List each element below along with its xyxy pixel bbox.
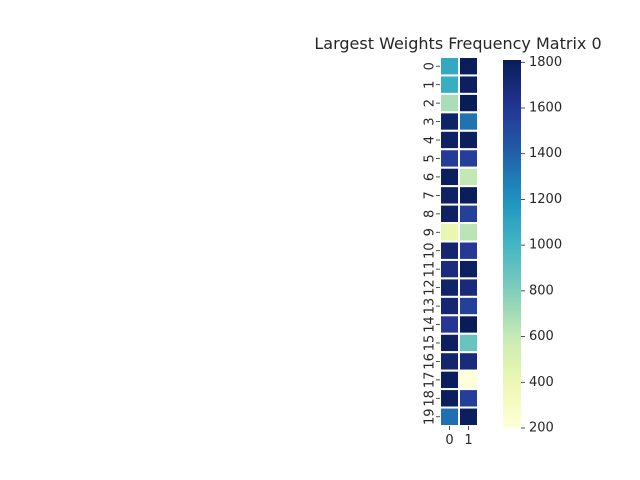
heatmap-cell — [439, 258, 460, 280]
heatmap-cell — [439, 388, 460, 409]
heatmap-cell — [439, 56, 460, 77]
colorbar-tick-label: 1000 — [529, 238, 562, 253]
colorbar-tick-label: 600 — [529, 329, 554, 344]
y-tick-label: 18 — [423, 390, 438, 407]
heatmap-cell — [458, 258, 479, 280]
heatmap-cell — [439, 92, 460, 114]
heatmap-cell — [439, 74, 460, 95]
y-tick-label: 9 — [423, 228, 438, 236]
y-tick-label: 3 — [423, 117, 438, 125]
y-tick-label: 19 — [423, 409, 438, 426]
heatmap-cell — [439, 295, 460, 317]
heatmap-cell — [458, 314, 479, 335]
y-tick-label: 7 — [423, 191, 438, 199]
colorbar-tick-label: 400 — [529, 375, 554, 390]
heatmap-cell — [439, 240, 460, 261]
heatmap-cell — [439, 222, 460, 243]
y-tick-label: 17 — [423, 372, 438, 389]
heatmap-cell — [439, 314, 460, 335]
heatmap-cell — [458, 406, 479, 427]
heatmap-cell — [458, 351, 479, 372]
y-tick-label: 10 — [423, 242, 438, 259]
heatmap-cell — [439, 148, 460, 169]
heatmap-cell — [439, 111, 460, 132]
y-tick-label: 8 — [423, 210, 438, 218]
y-tick-label: 2 — [423, 99, 438, 107]
colorbar-tick-label: 1800 — [529, 55, 562, 70]
heatmap-cell — [439, 129, 460, 151]
y-tick-label: 5 — [423, 154, 438, 162]
colorbar-tick-label: 1600 — [529, 101, 562, 116]
heatmap-cell — [439, 277, 460, 298]
y-tick-label: 12 — [423, 279, 438, 296]
y-tick-label: 4 — [423, 136, 438, 144]
heatmap-cell — [458, 185, 479, 206]
heatmap-cell — [458, 332, 479, 354]
heatmap-cell — [439, 406, 460, 427]
heatmap-cells — [439, 56, 479, 427]
heatmap-cell — [458, 203, 479, 225]
y-tick-label: 15 — [423, 335, 438, 352]
y-tick-label: 11 — [423, 261, 438, 278]
heatmap-cell — [458, 295, 479, 317]
heatmap-cell — [458, 129, 479, 151]
heatmap-cell — [458, 240, 479, 261]
y-tick-label: 1 — [423, 81, 438, 89]
heatmap-cell — [458, 166, 479, 188]
colorbar — [503, 60, 521, 428]
colorbar-tick-label: 1400 — [529, 146, 562, 161]
heatmap-cell — [458, 277, 479, 298]
heatmap-cell — [439, 351, 460, 372]
heatmap-cell — [439, 203, 460, 225]
colorbar-tick-label: 800 — [529, 283, 554, 298]
heatmap-cell — [439, 166, 460, 188]
y-tick-label: 14 — [423, 316, 438, 333]
y-tick-label: 16 — [423, 353, 438, 370]
heatmap-cell — [458, 74, 479, 95]
heatmap-cell — [439, 185, 460, 206]
y-tick-label: 0 — [423, 62, 438, 70]
x-tick-label: 0 — [445, 433, 453, 448]
colorbar-axis: 200 400 600 800 1000 1200 1400 1600 1800 — [521, 55, 562, 436]
heatmap-cell — [458, 111, 479, 132]
heatmap-cell — [439, 369, 460, 391]
heatmap-cell — [458, 148, 479, 169]
y-tick-label: 13 — [423, 298, 438, 315]
chart-title: Largest Weights Frequency Matrix 0 — [314, 34, 601, 53]
heatmap-cell — [458, 222, 479, 243]
heatmap-cell — [439, 332, 460, 354]
heatmap-cell — [458, 92, 479, 114]
heatmap-cell — [458, 56, 479, 77]
colorbar-tick-label: 1200 — [529, 192, 562, 207]
x-tick-label: 1 — [464, 433, 472, 448]
colorbar-tick-label: 200 — [529, 421, 554, 436]
y-tick-label: 6 — [423, 173, 438, 181]
heatmap-cell — [458, 369, 479, 391]
heatmap-cell — [458, 388, 479, 409]
